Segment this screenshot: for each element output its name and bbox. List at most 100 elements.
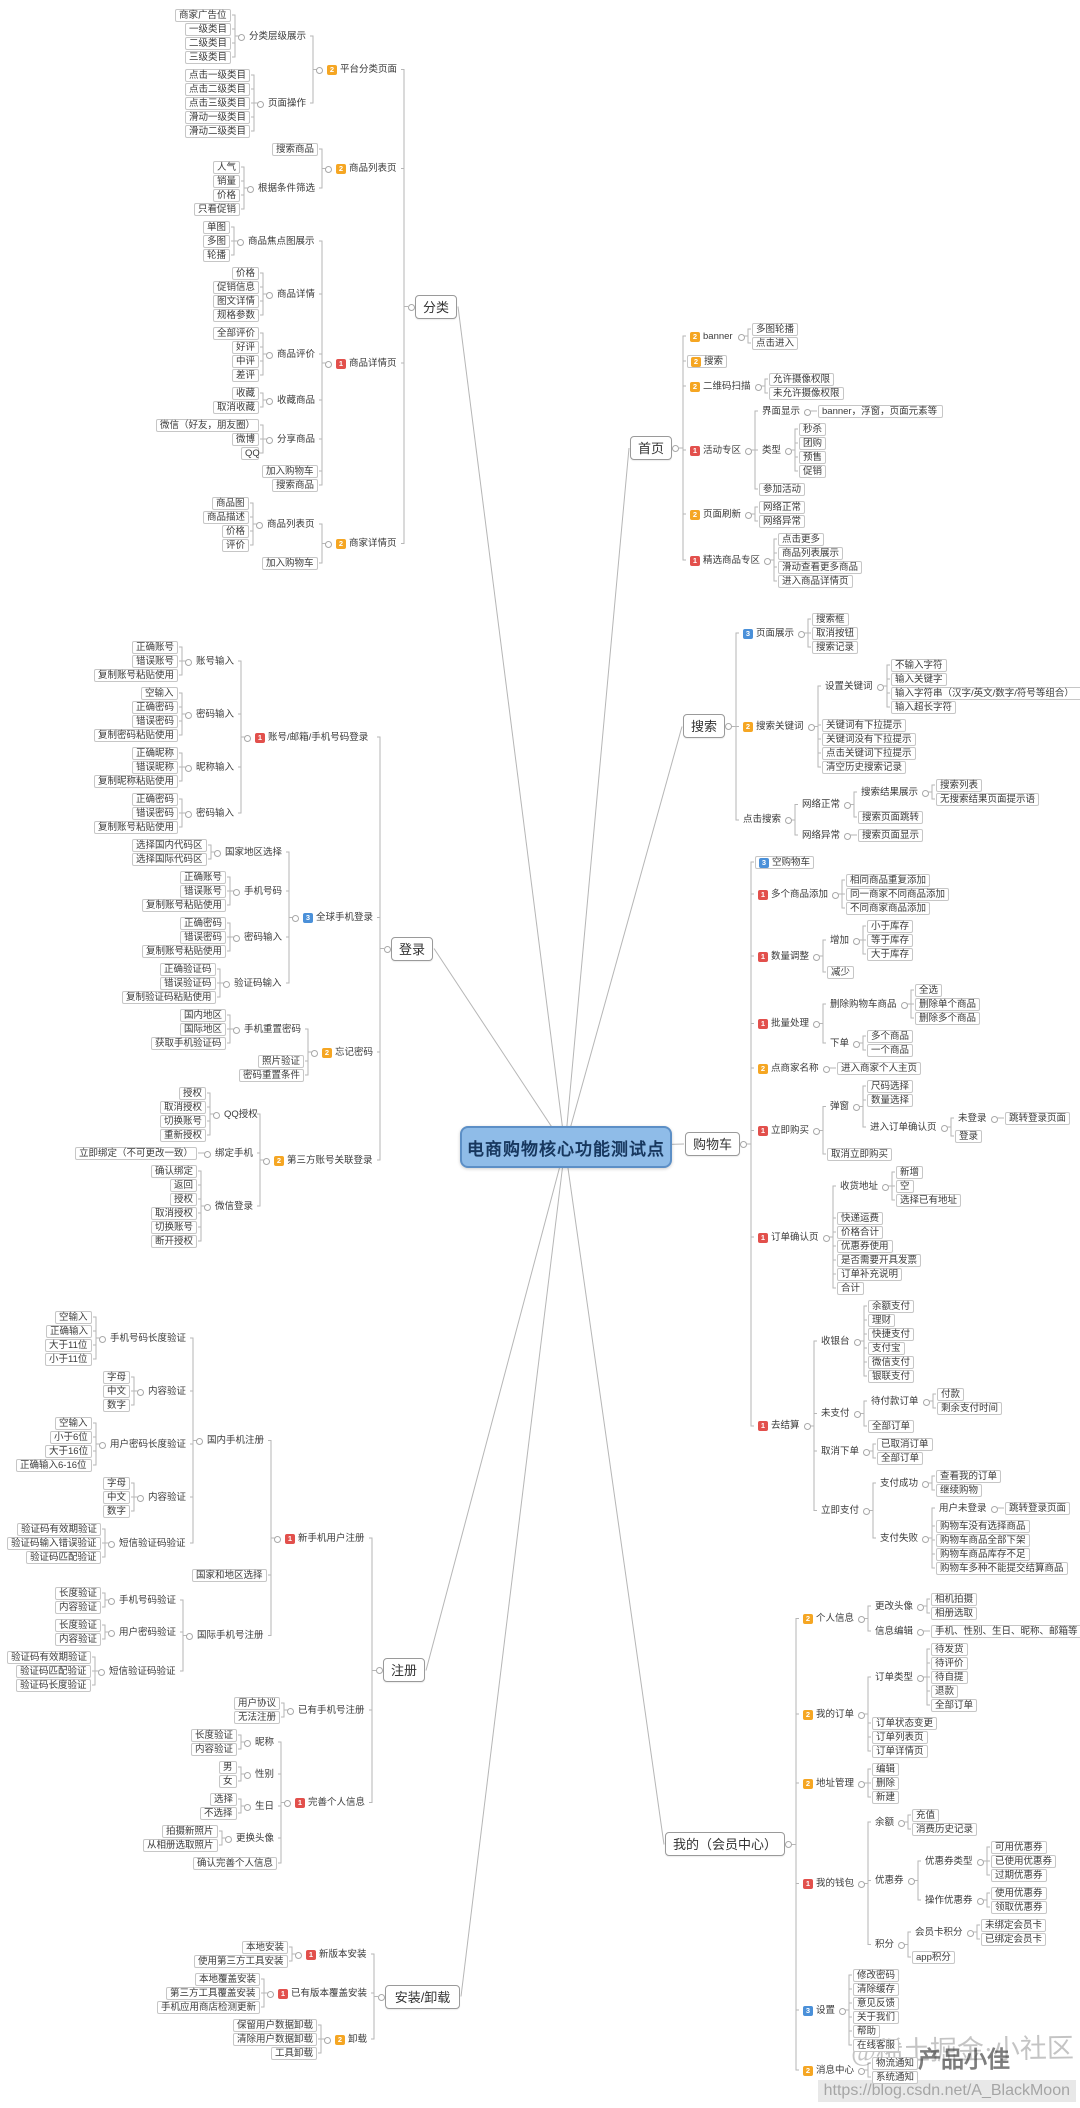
- mindmap-node[interactable]: 付款: [937, 1388, 964, 1401]
- mindmap-node[interactable]: 女: [219, 1775, 237, 1788]
- mindmap-node[interactable]: 国际地区: [180, 1023, 226, 1036]
- mindmap-node[interactable]: 订单列表页: [872, 1731, 928, 1744]
- mindmap-node[interactable]: 类型: [759, 444, 792, 457]
- mindmap-node[interactable]: 密码输入: [185, 708, 237, 721]
- mindmap-node[interactable]: 无搜索结果页面提示语: [936, 793, 1039, 806]
- mindmap-node[interactable]: 增加: [827, 934, 860, 947]
- mindmap-node[interactable]: 选择国际代码区: [132, 853, 207, 866]
- mindmap-node[interactable]: 用户密码验证: [108, 1626, 179, 1639]
- mindmap-node[interactable]: 获取手机验证码: [151, 1037, 226, 1050]
- mindmap-node[interactable]: 修改密码: [853, 1969, 899, 1982]
- mindmap-node[interactable]: 密码重置条件: [239, 1069, 304, 1082]
- mindmap-node[interactable]: 点击更多: [778, 533, 824, 546]
- mindmap-node[interactable]: 尺码选择: [867, 1080, 913, 1093]
- mindmap-node[interactable]: 验证码匹配验证: [16, 1665, 91, 1678]
- mindmap-node[interactable]: 正确输入6-16位: [16, 1459, 92, 1472]
- mindmap-node[interactable]: 三级类目: [185, 51, 231, 64]
- mindmap-node[interactable]: 多图轮播: [752, 323, 798, 336]
- mindmap-node[interactable]: 待自提: [931, 1671, 968, 1684]
- mindmap-node[interactable]: 生日: [244, 1800, 277, 1813]
- mindmap-node[interactable]: 预售: [799, 451, 826, 464]
- mindmap-node[interactable]: 国家地区选择: [214, 846, 285, 859]
- mindmap-node[interactable]: 昵称输入: [185, 761, 237, 774]
- mindmap-node[interactable]: 搜索结果展示: [858, 786, 929, 799]
- mindmap-node[interactable]: 滑动二级类目: [185, 125, 250, 138]
- mindmap-node[interactable]: 正确账号: [180, 871, 226, 884]
- mindmap-node[interactable]: 秒杀: [799, 423, 826, 436]
- mindmap-node[interactable]: 2 页面刷新: [687, 508, 752, 521]
- mindmap-node[interactable]: 会员卡积分: [912, 1926, 974, 1939]
- mindmap-node[interactable]: 未允许摄像权限: [769, 387, 844, 400]
- mindmap-node[interactable]: 团购: [799, 437, 826, 450]
- mindmap-node[interactable]: 图文详情: [213, 295, 259, 308]
- mindmap-node[interactable]: 账号输入: [185, 655, 237, 668]
- mindmap-node[interactable]: 删除: [872, 1777, 899, 1790]
- mindmap-node[interactable]: 二级类目: [185, 37, 231, 50]
- mindmap-node[interactable]: 取消收藏: [213, 401, 259, 414]
- mindmap-node[interactable]: 使用优惠券: [991, 1887, 1047, 1900]
- branch-root-node[interactable]: 分类: [408, 295, 457, 319]
- mindmap-node[interactable]: 收银台: [818, 1335, 861, 1348]
- mindmap-node[interactable]: 错误密码: [180, 931, 226, 944]
- mindmap-node[interactable]: 跳转登录页面: [1005, 1502, 1070, 1515]
- mindmap-node[interactable]: 断开授权: [151, 1235, 197, 1248]
- mindmap-node[interactable]: 1 多个商品添加: [755, 888, 839, 901]
- mindmap-node[interactable]: 是否需要开具发票: [837, 1254, 921, 1267]
- branch-root-node[interactable]: 首页: [630, 436, 679, 460]
- mindmap-node[interactable]: 1 商品详情页: [325, 357, 400, 370]
- mindmap-node[interactable]: 价格: [232, 267, 259, 280]
- mindmap-node[interactable]: 立即绑定（不可更改一致）: [75, 1147, 197, 1160]
- mindmap-node[interactable]: 复制账号粘贴使用: [142, 945, 226, 958]
- branch-root-node[interactable]: 登录: [384, 937, 433, 961]
- mindmap-node[interactable]: 取消下单: [818, 1445, 870, 1458]
- mindmap-node[interactable]: 收货地址: [837, 1180, 889, 1193]
- mindmap-node[interactable]: 手机重置密码: [233, 1023, 304, 1036]
- mindmap-node[interactable]: 帮助: [853, 2025, 880, 2038]
- mindmap-node[interactable]: 商品评价: [266, 348, 318, 361]
- mindmap-node[interactable]: 3 空购物车: [755, 856, 814, 869]
- mindmap-node[interactable]: 系统通知: [872, 2071, 918, 2084]
- mindmap-node[interactable]: 商品列表页: [256, 518, 318, 531]
- mindmap-node[interactable]: 优惠券使用: [837, 1240, 893, 1253]
- mindmap-node[interactable]: 内容验证: [191, 1743, 237, 1756]
- mindmap-node[interactable]: 2 个人信息: [800, 1612, 865, 1625]
- branch-root-node[interactable]: 注册: [376, 1658, 425, 1682]
- mindmap-node[interactable]: 2 商家详情页: [325, 537, 400, 550]
- mindmap-node[interactable]: 长度验证: [191, 1729, 237, 1742]
- mindmap-node[interactable]: 验证码输入错误验证: [7, 1537, 101, 1550]
- mindmap-node[interactable]: 验证码输入: [223, 977, 285, 990]
- mindmap-node[interactable]: 意见反馈: [853, 1997, 899, 2010]
- mindmap-node[interactable]: 正确验证码: [160, 963, 216, 976]
- mindmap-node[interactable]: 多图: [203, 235, 230, 248]
- mindmap-node[interactable]: 复制昵称粘贴使用: [94, 775, 178, 788]
- mindmap-node[interactable]: 微信支付: [868, 1356, 914, 1369]
- mindmap-node[interactable]: 支付失败: [877, 1532, 929, 1545]
- mindmap-node[interactable]: 点击关键词下拉提示: [822, 747, 916, 760]
- mindmap-node[interactable]: 1 我的钱包: [800, 1877, 865, 1890]
- mindmap-node[interactable]: 手机号码: [233, 885, 285, 898]
- mindmap-node[interactable]: 购物车多种不能提交结算商品: [936, 1562, 1068, 1575]
- branch-root-node[interactable]: 我的（会员中心）: [665, 1832, 792, 1856]
- mindmap-node[interactable]: 不选择: [200, 1807, 237, 1820]
- mindmap-node[interactable]: 全部订单: [877, 1452, 923, 1465]
- mindmap-node[interactable]: 页面操作: [257, 97, 309, 110]
- mindmap-node[interactable]: 搜索商品: [272, 479, 318, 492]
- mindmap-node[interactable]: 错误密码: [132, 715, 178, 728]
- mindmap-node[interactable]: 多个商品: [867, 1030, 913, 1043]
- mindmap-node[interactable]: 验证码匹配验证: [26, 1551, 101, 1564]
- mindmap-node[interactable]: 复制密码粘贴使用: [94, 729, 178, 742]
- mindmap-node[interactable]: 复制账号粘贴使用: [94, 669, 178, 682]
- mindmap-node[interactable]: 用户未登录: [936, 1502, 998, 1515]
- mindmap-node[interactable]: 从相册选取照片: [143, 1839, 218, 1852]
- mindmap-node[interactable]: 更改头像: [872, 1600, 924, 1613]
- mindmap-node[interactable]: 更换头像: [225, 1832, 277, 1845]
- mindmap-node[interactable]: 数字: [103, 1505, 130, 1518]
- mindmap-node[interactable]: 下单: [827, 1037, 860, 1050]
- mindmap-node[interactable]: 消费历史记录: [912, 1823, 977, 1836]
- mindmap-node[interactable]: 大于11位: [45, 1339, 92, 1352]
- mindmap-node[interactable]: 小于11位: [45, 1353, 92, 1366]
- mindmap-node[interactable]: 国内地区: [180, 1009, 226, 1022]
- mindmap-node[interactable]: 2 忘记密码: [311, 1046, 376, 1059]
- mindmap-node[interactable]: 未登录: [955, 1112, 998, 1125]
- mindmap-node[interactable]: 购物车商品全部下架: [936, 1534, 1030, 1547]
